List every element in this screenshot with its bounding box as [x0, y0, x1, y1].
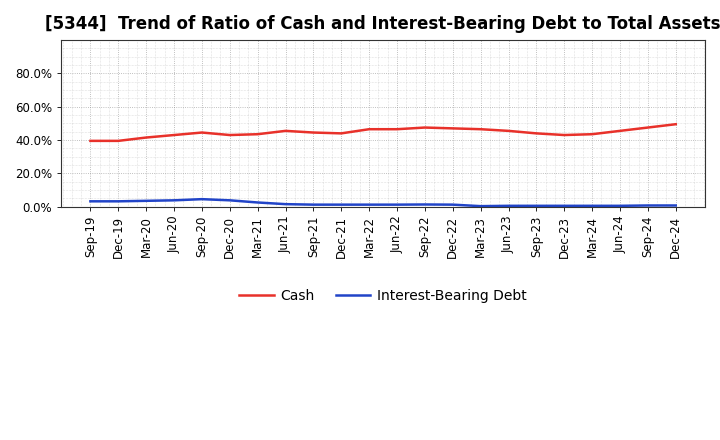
Cash [225, 132, 234, 138]
Interest-Bearing Debt [142, 198, 150, 203]
Interest-Bearing Debt [282, 202, 290, 207]
Interest-Bearing Debt [504, 203, 513, 209]
Cash [477, 127, 485, 132]
Cash [560, 132, 569, 138]
Cash [504, 128, 513, 133]
Legend: Cash, Interest-Bearing Debt: Cash, Interest-Bearing Debt [233, 283, 533, 308]
Title: [5344]  Trend of Ratio of Cash and Interest-Bearing Debt to Total Assets: [5344] Trend of Ratio of Cash and Intere… [45, 15, 720, 33]
Cash [392, 127, 401, 132]
Interest-Bearing Debt [170, 198, 179, 203]
Interest-Bearing Debt [114, 199, 122, 204]
Cash [142, 135, 150, 140]
Cash [197, 130, 206, 135]
Cash [449, 126, 457, 131]
Cash [337, 131, 346, 136]
Cash [588, 132, 596, 137]
Cash [282, 128, 290, 133]
Interest-Bearing Debt [309, 202, 318, 207]
Interest-Bearing Debt [86, 199, 95, 204]
Cash [253, 132, 262, 137]
Cash [86, 138, 95, 143]
Cash [616, 128, 624, 133]
Line: Cash: Cash [91, 124, 676, 141]
Cash [114, 138, 122, 143]
Cash [420, 125, 429, 130]
Line: Interest-Bearing Debt: Interest-Bearing Debt [91, 199, 676, 206]
Interest-Bearing Debt [337, 202, 346, 207]
Cash [644, 125, 652, 130]
Interest-Bearing Debt [365, 202, 374, 207]
Interest-Bearing Debt [588, 203, 596, 209]
Interest-Bearing Debt [560, 203, 569, 209]
Cash [365, 127, 374, 132]
Interest-Bearing Debt [225, 198, 234, 203]
Interest-Bearing Debt [477, 204, 485, 209]
Interest-Bearing Debt [644, 203, 652, 208]
Interest-Bearing Debt [449, 202, 457, 207]
Cash [309, 130, 318, 135]
Interest-Bearing Debt [420, 202, 429, 207]
Interest-Bearing Debt [532, 203, 541, 209]
Interest-Bearing Debt [616, 203, 624, 209]
Cash [672, 121, 680, 127]
Cash [532, 131, 541, 136]
Interest-Bearing Debt [197, 197, 206, 202]
Cash [170, 132, 179, 138]
Interest-Bearing Debt [672, 203, 680, 208]
Interest-Bearing Debt [392, 202, 401, 207]
Interest-Bearing Debt [253, 200, 262, 205]
